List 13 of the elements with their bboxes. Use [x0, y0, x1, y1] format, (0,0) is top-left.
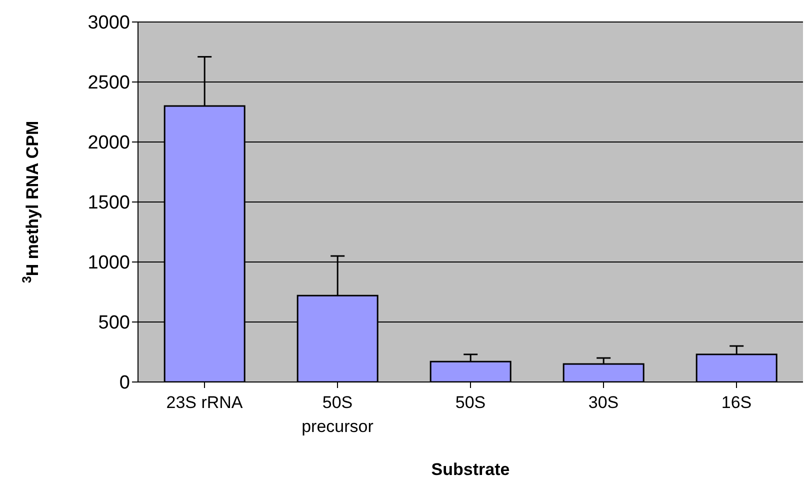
- x-tick-label: 16S: [721, 393, 752, 412]
- x-tick-label: 50S: [455, 393, 486, 412]
- y-tick-label: 1000: [88, 252, 130, 274]
- x-tick-label: 30S: [588, 393, 619, 412]
- y-tick-label: 2000: [88, 132, 130, 154]
- x-tick-label: 23S rRNA: [166, 393, 244, 412]
- y-tick-label: 500: [98, 312, 130, 334]
- x-axis-title: Substrate: [431, 460, 510, 479]
- y-tick-label: 3000: [88, 12, 130, 34]
- y-tick-label: 1500: [88, 192, 130, 214]
- x-tick-label: 50S precursor: [302, 393, 374, 436]
- y-tick-label: 0: [119, 372, 130, 394]
- y-tick-label: 2500: [88, 72, 130, 94]
